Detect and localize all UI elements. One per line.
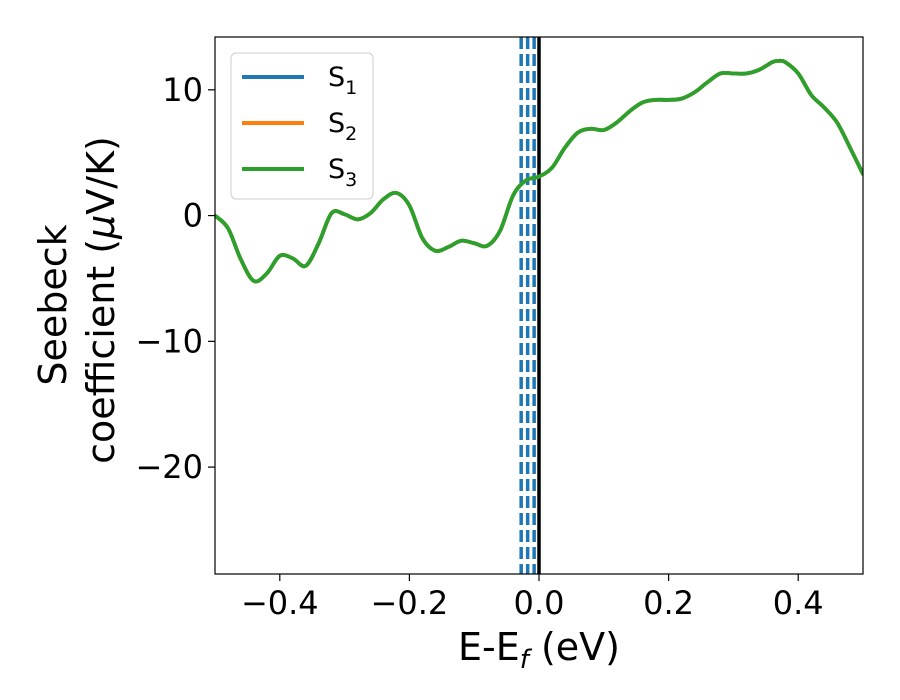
x-tick-label: 0.2 [643, 584, 694, 622]
y-tick-label: 10 [162, 71, 203, 109]
y-axis-label-mu: μ [79, 215, 123, 240]
x-tick-label: −0.4 [241, 584, 319, 622]
x-tick-label: −0.2 [371, 584, 449, 622]
y-tick-label: −20 [135, 448, 203, 486]
legend-box [230, 52, 374, 200]
y-axis-label-line1: Seebeck [31, 224, 75, 385]
y-tick-label: −10 [135, 322, 203, 360]
x-axis-label: E-Ef (eV) [458, 625, 620, 675]
legend: S1 S2 S3 [230, 52, 374, 200]
legend-label-s2: S2 [328, 108, 357, 145]
y-axis-label-unit: V/K) [79, 136, 123, 215]
legend-label-s1: S1 [328, 62, 357, 99]
legend-label-s3: S3 [328, 154, 357, 191]
x-tick-label: 0.4 [773, 584, 824, 622]
x-tick-label: 0.0 [514, 584, 565, 622]
plot-data-layer [215, 37, 863, 574]
x-axis-label-unit: (eV) [529, 625, 620, 669]
ticks-layer: −0.4 −0.2 0.0 0.2 0.4 10 0 −10 −20 [135, 71, 823, 622]
y-axis-label-line2: coefficient (μV/K) [79, 136, 123, 464]
y-tick-label: 0 [183, 197, 203, 235]
series-line-s3 [215, 58, 863, 284]
